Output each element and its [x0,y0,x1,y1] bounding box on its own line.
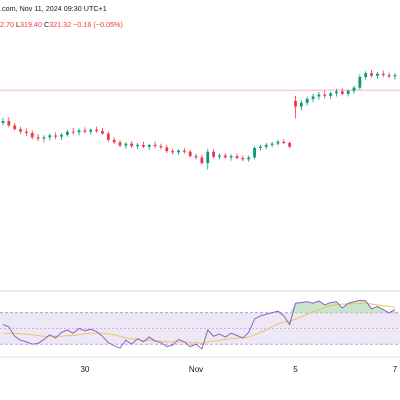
ohlc-close-value: 321.32 [49,20,72,29]
candle-body [200,157,204,164]
candle-body [89,129,93,132]
candle-body [364,73,368,77]
candle-body [393,75,397,77]
chart-header: .com, Nov 11, 2024 09:30 UTC+1 [0,4,107,13]
candle-body [165,147,169,152]
candle-body [7,120,11,126]
candle-body [270,143,274,145]
candle-body [159,146,163,148]
candle-body [48,135,52,138]
candle-body [77,130,81,133]
rsi-ma-line [3,302,396,344]
source-line: .com, Nov 11, 2024 09:30 UTC+1 [0,4,107,13]
candle-body [381,73,385,76]
candle-body [153,144,157,147]
candle-body [83,130,87,132]
candle-body [206,151,210,164]
candle-body [142,144,145,147]
candle-body [288,142,292,147]
candle-body [19,129,22,132]
ohlc-high-value: 2.70 [0,20,14,29]
candle-body [241,158,245,160]
candle-body [112,139,116,143]
candle-body [212,151,215,157]
candle-body [42,137,46,139]
rsi-line [2,299,396,350]
x-tick-label: 5 [293,365,298,374]
candle-body [60,134,63,137]
candle-body [253,148,256,158]
candle-body [194,156,198,158]
candle-body [299,102,303,107]
candle-body [65,131,69,135]
candles [1,70,397,170]
candle-body [229,156,233,158]
candle-body [323,94,327,96]
candle-body [294,100,297,107]
candle-body [130,143,134,147]
x-tick-label: 7 [393,365,398,374]
candle-body [311,96,315,99]
ohlc-close-label: C [43,20,50,29]
candle-body [259,146,262,148]
candle-body [247,157,251,160]
candle-body [71,131,75,133]
ohlc-legend: 2.70 L319.40 C321.32 −0.16 (−0.05%) [0,20,123,29]
candle-body [13,125,17,130]
candle-body [171,151,175,153]
candle-body [305,98,309,103]
candle-body [282,141,286,143]
x-tick-label: Nov [189,365,203,374]
candle-body [317,94,321,97]
x-axis-labels: 30 Nov 5 7 [80,365,397,374]
candle-body [346,90,350,94]
candle-body [177,150,180,153]
candle-body [188,151,192,157]
ohlc-change: −0.16 (−0.05%) [73,20,123,29]
candle-body [235,156,239,159]
candle-body [340,91,344,94]
candle-body [358,76,362,88]
candle-body [264,144,268,147]
candle-body [106,133,110,140]
candle-body [136,144,139,147]
candle-body [276,141,280,144]
candle-body [101,131,104,134]
candle-body [329,93,332,96]
candle-body [54,135,58,137]
candle-body [1,120,5,123]
candle-body [370,73,373,76]
candle-body [352,87,356,91]
candle-body [36,137,40,139]
candle-body [218,155,221,157]
candle-body [335,91,338,94]
candle-body [387,75,391,77]
candle-body [124,143,128,146]
candle-body [223,155,227,158]
candle-body [376,73,379,76]
candle-body [95,129,98,132]
ohlc-low-value: 319.40 [20,20,42,29]
ohlc-low-label: L [16,20,20,29]
candle-body [30,132,34,138]
x-tick-label: 30 [80,365,89,374]
candle-body [118,142,122,146]
candle-body [147,144,151,147]
candle-body [25,131,28,133]
candle-body [182,150,186,152]
